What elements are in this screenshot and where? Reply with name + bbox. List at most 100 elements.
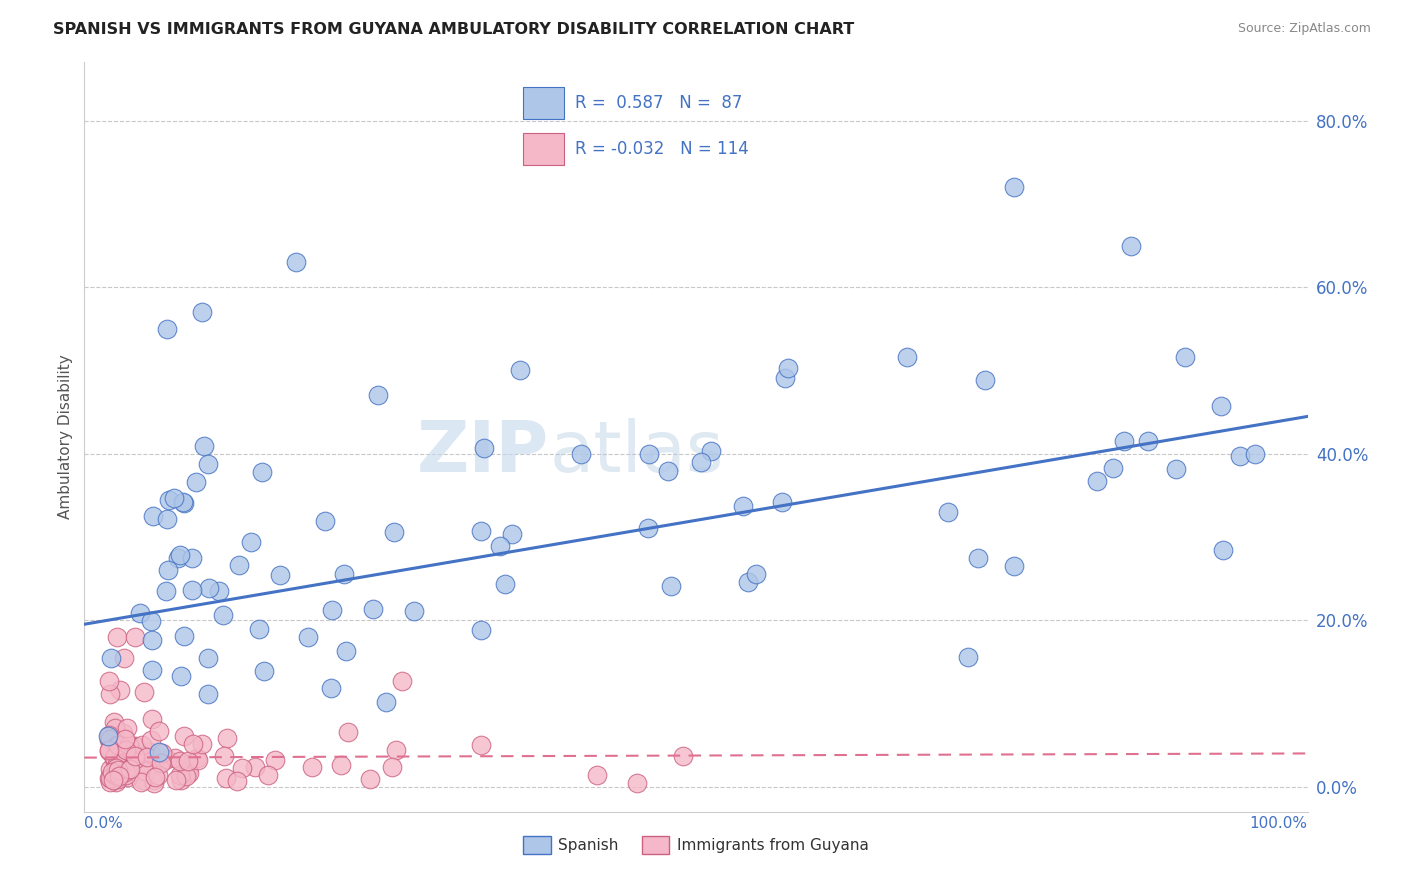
Point — [174, 769, 197, 783]
Point — [129, 749, 152, 764]
Point — [689, 455, 711, 469]
Point — [186, 475, 208, 489]
Point — [169, 768, 191, 782]
Point — [336, 724, 359, 739]
Point — [143, 771, 166, 785]
Point — [156, 752, 179, 766]
Point — [470, 524, 492, 538]
Point — [191, 737, 214, 751]
Point — [150, 754, 173, 768]
Point — [142, 775, 165, 789]
Point — [101, 772, 124, 787]
Point — [108, 739, 131, 753]
Point — [1002, 180, 1025, 194]
Point — [245, 760, 267, 774]
Point — [957, 650, 980, 665]
Point — [104, 768, 127, 782]
Point — [129, 606, 152, 620]
Point — [115, 743, 138, 757]
Point — [107, 738, 129, 752]
Point — [1211, 399, 1233, 413]
Point — [107, 764, 129, 778]
Point — [105, 630, 128, 644]
Point — [112, 650, 135, 665]
Point — [1229, 449, 1251, 463]
Point — [470, 738, 492, 752]
Point — [112, 726, 135, 740]
Point — [132, 772, 155, 787]
Point — [321, 603, 343, 617]
Point — [252, 465, 274, 479]
Point — [148, 723, 170, 738]
Point — [105, 765, 128, 780]
Point — [170, 772, 193, 787]
Point — [105, 747, 128, 762]
Point — [637, 521, 659, 535]
Point — [672, 748, 695, 763]
Point — [136, 760, 159, 774]
Point — [974, 373, 997, 387]
Point — [98, 743, 121, 757]
Point — [657, 464, 679, 478]
Point — [208, 584, 231, 599]
Point — [173, 730, 195, 744]
Point — [1244, 447, 1267, 461]
Point — [1174, 350, 1197, 364]
Point — [488, 539, 510, 553]
Point — [382, 525, 405, 540]
Point — [586, 767, 609, 781]
Point — [118, 762, 141, 776]
Point — [381, 760, 404, 774]
Point — [231, 761, 253, 775]
Point — [170, 669, 193, 683]
Point — [107, 772, 129, 787]
Point — [1212, 542, 1234, 557]
Point — [104, 764, 127, 779]
Point — [181, 550, 204, 565]
Point — [98, 740, 121, 755]
Point — [301, 759, 323, 773]
Point — [103, 714, 125, 729]
Point — [118, 738, 141, 752]
Point — [163, 751, 186, 765]
Point — [97, 729, 120, 743]
Point — [98, 673, 121, 688]
Point — [217, 731, 239, 745]
Point — [1102, 461, 1125, 475]
Point — [98, 771, 121, 785]
Point — [98, 762, 121, 776]
Point — [700, 444, 723, 458]
Point — [247, 622, 270, 636]
Point — [319, 681, 342, 695]
Point — [167, 551, 190, 566]
Point — [108, 766, 131, 780]
Point — [155, 584, 177, 599]
Point — [375, 695, 398, 709]
Point — [124, 739, 146, 753]
Point — [108, 682, 131, 697]
Point — [103, 749, 125, 764]
Point — [737, 574, 759, 589]
Point — [104, 721, 127, 735]
Point — [177, 764, 200, 778]
Point — [98, 733, 121, 747]
Point — [150, 746, 173, 760]
Point — [173, 496, 195, 510]
Point — [256, 768, 278, 782]
Point — [117, 770, 139, 784]
Point — [169, 754, 191, 768]
Point — [104, 747, 127, 761]
Point — [139, 745, 162, 759]
Point — [100, 737, 122, 751]
Text: 0.0%: 0.0% — [84, 816, 124, 830]
Point — [1164, 462, 1187, 476]
Point — [107, 759, 129, 773]
Point — [129, 775, 152, 789]
Point — [745, 567, 768, 582]
Point — [187, 754, 209, 768]
Point — [163, 491, 186, 506]
Point — [110, 754, 132, 768]
Point — [173, 629, 195, 643]
Point — [193, 439, 215, 453]
Point — [494, 577, 516, 591]
